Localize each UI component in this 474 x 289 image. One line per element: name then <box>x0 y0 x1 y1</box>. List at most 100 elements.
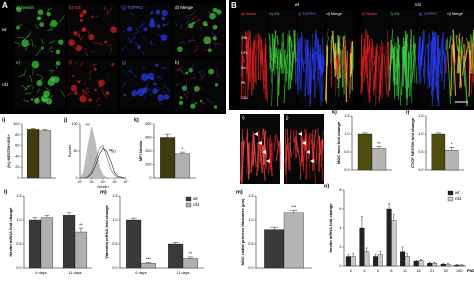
micrograph-fiber <box>163 90 166 93</box>
x-tick-label: 0 <box>350 269 352 273</box>
micrograph-fiber <box>25 92 32 95</box>
micrograph-fiber <box>321 36 325 73</box>
micrograph-fiber <box>268 45 273 84</box>
bar <box>359 227 365 267</box>
micrograph-fiber <box>188 40 196 42</box>
micrograph-fiber <box>318 139 323 164</box>
micrograph-fiber <box>285 30 290 82</box>
micrograph-fiber <box>363 38 368 78</box>
significance-label: ** <box>189 251 193 256</box>
micrograph <box>67 59 118 111</box>
y-tick-label: 6 <box>339 207 341 211</box>
row-label: rd1 <box>2 82 9 87</box>
micrograph-fiber <box>307 132 311 159</box>
micrograph-fiber <box>392 48 396 100</box>
micrograph-fiber <box>240 54 244 98</box>
micrograph-fiber <box>470 34 474 74</box>
micrograph-fiber <box>204 35 210 43</box>
image-label: c) TOPRO <box>298 12 316 16</box>
micrograph-fiber <box>194 48 199 53</box>
micrograph-fiber <box>156 33 164 37</box>
layer-label: GCL <box>241 96 248 100</box>
x-tick-label: 11 <box>403 269 407 273</box>
micrograph-fiber <box>294 137 297 158</box>
micrograph-fiber <box>49 50 54 53</box>
micrograph-fiber <box>368 44 371 99</box>
y-tick-label: 1.5 <box>418 114 423 118</box>
micrograph-fiber <box>452 29 456 63</box>
micrograph-fiber <box>276 35 279 46</box>
micrograph-fiber <box>318 54 323 102</box>
series-label: rd1 <box>111 150 116 154</box>
micrograph-fiber <box>22 34 30 42</box>
micrograph-fiber <box>119 5 125 12</box>
panel-label: A <box>2 1 8 10</box>
y-tick-label: 0 <box>17 176 19 180</box>
micrograph-fiber <box>178 68 186 75</box>
legend-label: rd1 <box>193 202 200 207</box>
micrograph-cell <box>30 98 34 101</box>
bar <box>427 262 433 267</box>
x-tick-label: 10⁴ <box>124 180 130 184</box>
micrograph-fiber <box>202 102 206 105</box>
micrograph-fiber <box>160 39 163 45</box>
micrograph-fiber <box>330 35 333 64</box>
image-label: a) Nestin <box>241 12 256 16</box>
micrograph-fiber <box>27 43 31 46</box>
micrograph-fiber <box>368 38 371 50</box>
micrograph-cell <box>188 68 193 73</box>
micrograph-cell <box>155 63 159 67</box>
micrograph-fiber <box>456 34 460 44</box>
micrograph-fiber <box>393 47 396 84</box>
micrograph-fiber <box>211 31 217 37</box>
micrograph-fiber <box>250 140 252 167</box>
micrograph-fiber <box>163 84 171 92</box>
y-tick-label: 20 <box>15 165 19 169</box>
arrowhead <box>258 141 262 145</box>
micrograph-cell <box>91 15 94 18</box>
micrograph-fiber <box>133 74 138 79</box>
panel-label: B <box>231 1 237 10</box>
x-tick-label: 10³ <box>112 180 117 184</box>
micrograph-fiber <box>269 142 273 170</box>
row-label: wt <box>2 27 7 32</box>
image-label: e) Nestin <box>362 12 377 16</box>
x-tick-label: 21 <box>430 269 434 273</box>
micrograph-fiber <box>398 50 402 106</box>
x-tick-label: 100 <box>456 269 462 273</box>
micrograph-cell <box>52 76 60 83</box>
micrograph-fiber <box>94 15 100 18</box>
x-tick-label: 3 <box>363 269 365 273</box>
micrograph-cell <box>162 24 166 27</box>
micrograph-fiber <box>84 51 88 57</box>
micrograph-fiber <box>321 54 323 75</box>
micrograph-fiber <box>295 136 299 154</box>
micrograph-fiber <box>36 88 41 94</box>
micrograph-cell <box>58 39 64 45</box>
micrograph-fiber <box>247 47 251 59</box>
legend-swatch <box>447 190 454 196</box>
micrograph-fiber <box>337 34 341 47</box>
micrograph-fiber <box>283 54 287 104</box>
micrograph-fiber <box>87 70 93 75</box>
micrograph-fiber <box>296 37 301 82</box>
micrograph-fiber <box>204 47 211 51</box>
micrograph-fiber <box>466 37 470 52</box>
micrograph-fiber <box>142 36 146 39</box>
micrograph-cell <box>105 91 110 96</box>
layer-label: INL <box>241 66 247 70</box>
micrograph-cell <box>163 94 170 100</box>
micrograph-cell <box>16 25 20 30</box>
micrograph-cell <box>193 85 200 92</box>
y-tick-label: 0.0 <box>418 168 423 172</box>
micrograph-fiber <box>149 42 156 46</box>
y-axis-label: Events <box>67 145 72 157</box>
micrograph-fiber <box>127 36 133 44</box>
micrograph-cell <box>70 84 78 92</box>
micrograph-fiber <box>409 38 412 70</box>
micrograph-cell <box>212 7 218 13</box>
micrograph-fiber <box>260 50 262 81</box>
micrograph-fiber <box>304 46 309 97</box>
micrograph-fiber <box>158 98 162 106</box>
micrograph-fiber <box>441 32 444 82</box>
